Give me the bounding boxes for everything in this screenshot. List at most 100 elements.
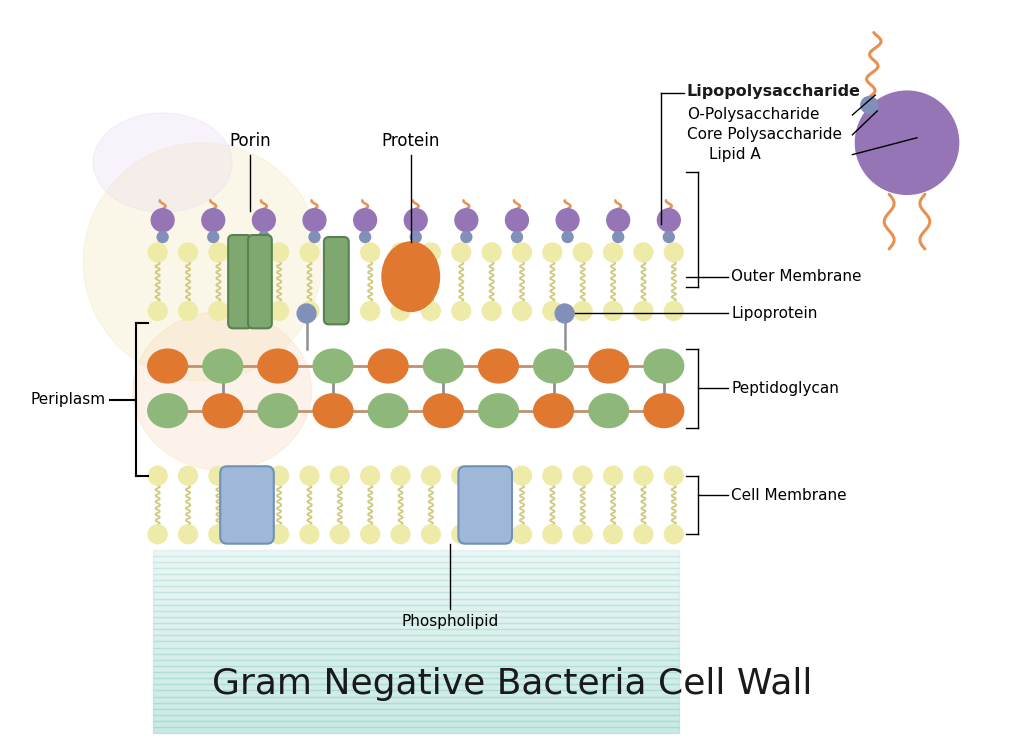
Circle shape	[157, 231, 168, 242]
Bar	[153, 568, 679, 574]
Ellipse shape	[478, 393, 518, 428]
Text: Peptidoglycan: Peptidoglycan	[731, 381, 840, 396]
Circle shape	[452, 466, 471, 485]
Circle shape	[634, 466, 653, 485]
Circle shape	[360, 525, 380, 544]
Circle shape	[543, 466, 562, 485]
Circle shape	[634, 525, 653, 544]
Bar	[153, 593, 679, 599]
Circle shape	[309, 231, 319, 242]
Bar	[153, 574, 679, 580]
Circle shape	[573, 302, 592, 320]
Circle shape	[253, 209, 275, 231]
Circle shape	[573, 525, 592, 544]
Circle shape	[665, 243, 683, 262]
Ellipse shape	[589, 349, 629, 383]
Circle shape	[331, 525, 349, 544]
Circle shape	[300, 302, 318, 320]
Ellipse shape	[369, 349, 408, 383]
Circle shape	[404, 209, 427, 231]
Circle shape	[634, 243, 653, 262]
Circle shape	[178, 466, 198, 485]
Ellipse shape	[203, 393, 243, 428]
Circle shape	[148, 302, 167, 320]
Circle shape	[359, 231, 371, 242]
Circle shape	[657, 209, 680, 231]
Ellipse shape	[478, 349, 518, 383]
Bar	[153, 550, 679, 556]
Bar	[153, 599, 679, 605]
Circle shape	[543, 525, 562, 544]
Bar	[153, 648, 679, 654]
Circle shape	[573, 243, 592, 262]
Circle shape	[331, 466, 349, 485]
Ellipse shape	[644, 393, 684, 428]
Circle shape	[152, 209, 174, 231]
Bar	[153, 605, 679, 611]
Circle shape	[411, 231, 421, 242]
Text: Lipopolysaccharide: Lipopolysaccharide	[687, 84, 861, 99]
Circle shape	[148, 466, 167, 485]
Bar	[153, 697, 679, 702]
Circle shape	[665, 302, 683, 320]
Circle shape	[634, 302, 653, 320]
FancyBboxPatch shape	[248, 235, 271, 328]
Ellipse shape	[83, 143, 322, 381]
Circle shape	[209, 243, 227, 262]
Circle shape	[240, 302, 258, 320]
Bar	[153, 611, 679, 617]
Circle shape	[360, 466, 380, 485]
Ellipse shape	[424, 349, 463, 383]
Text: Cell Membrane: Cell Membrane	[731, 488, 847, 502]
Circle shape	[331, 302, 349, 320]
Circle shape	[148, 525, 167, 544]
Bar	[153, 727, 679, 734]
Ellipse shape	[147, 393, 187, 428]
Circle shape	[543, 243, 562, 262]
Circle shape	[269, 466, 289, 485]
Text: Periplasm: Periplasm	[31, 392, 106, 407]
Circle shape	[664, 231, 674, 242]
Ellipse shape	[424, 393, 463, 428]
Ellipse shape	[203, 349, 243, 383]
Circle shape	[461, 231, 472, 242]
Circle shape	[455, 209, 478, 231]
Circle shape	[269, 243, 289, 262]
Circle shape	[240, 243, 258, 262]
Circle shape	[482, 525, 501, 544]
Text: Lipid A: Lipid A	[709, 147, 760, 162]
Ellipse shape	[133, 311, 311, 471]
Circle shape	[209, 525, 227, 544]
Circle shape	[452, 243, 471, 262]
Circle shape	[513, 466, 531, 485]
FancyBboxPatch shape	[228, 235, 252, 328]
Bar	[153, 556, 679, 562]
Bar	[153, 580, 679, 586]
Text: Lipoprotein: Lipoprotein	[731, 306, 818, 321]
Bar	[153, 709, 679, 715]
Circle shape	[269, 302, 289, 320]
Circle shape	[391, 466, 410, 485]
Ellipse shape	[369, 393, 408, 428]
Ellipse shape	[258, 393, 298, 428]
Circle shape	[562, 231, 573, 242]
Bar	[153, 635, 679, 642]
Circle shape	[422, 466, 440, 485]
Bar	[153, 562, 679, 568]
Circle shape	[300, 466, 318, 485]
Circle shape	[603, 302, 623, 320]
Circle shape	[258, 231, 269, 242]
Circle shape	[391, 525, 410, 544]
Circle shape	[209, 302, 227, 320]
FancyBboxPatch shape	[459, 466, 512, 544]
Circle shape	[506, 209, 528, 231]
Bar	[153, 678, 679, 684]
Circle shape	[297, 304, 316, 323]
Ellipse shape	[258, 349, 298, 383]
Ellipse shape	[589, 393, 629, 428]
Circle shape	[482, 243, 501, 262]
Circle shape	[543, 302, 562, 320]
Bar	[153, 715, 679, 721]
Text: Protein: Protein	[382, 132, 440, 150]
Circle shape	[607, 209, 630, 231]
